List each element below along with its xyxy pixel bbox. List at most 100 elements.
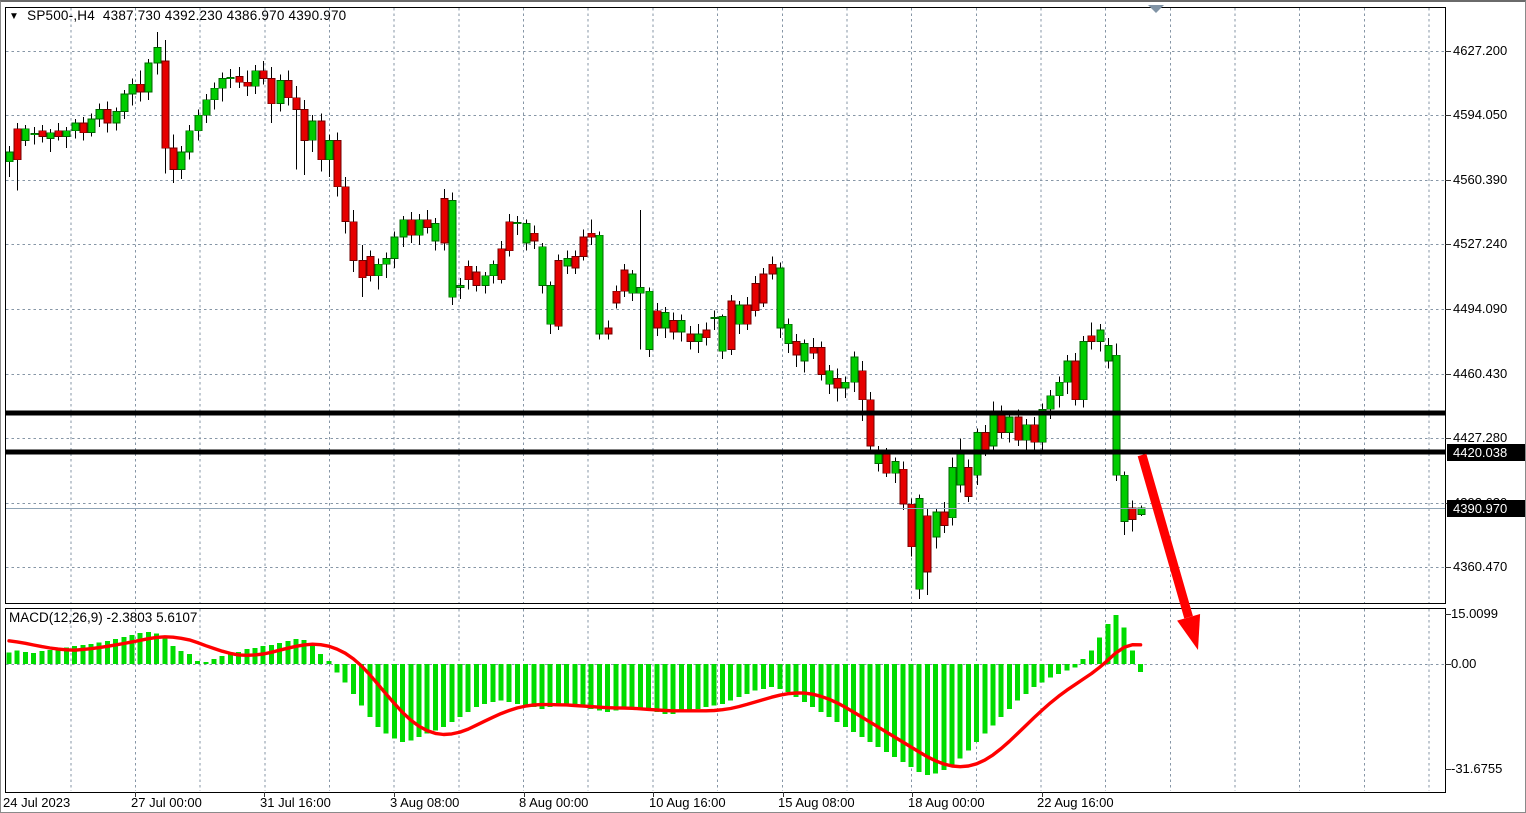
macd-histogram-bar [514, 664, 520, 704]
candle-bull [825, 370, 834, 385]
candle-bull [1063, 360, 1072, 383]
candle-bear [792, 341, 801, 356]
macd-histogram-bar [22, 652, 28, 664]
price-axis-label: 4527.240 [1453, 236, 1508, 251]
candle-bull [415, 219, 424, 236]
macd-histogram-bar [1129, 650, 1135, 664]
candle-bear [669, 319, 678, 333]
candle-bull [62, 130, 71, 137]
macd-histogram-bar [1023, 664, 1029, 694]
macd-histogram-bar [605, 664, 611, 713]
candle-bull [153, 47, 162, 64]
candle-bear [981, 432, 990, 451]
candle-bear [243, 81, 252, 87]
candle-bull [210, 87, 219, 101]
macd-histogram-bar [375, 664, 381, 728]
macd-histogram-bar [736, 664, 742, 698]
candle-bear [882, 453, 891, 474]
candle-bull [276, 80, 285, 105]
macd-histogram-bar [637, 664, 643, 709]
candle-bear [464, 265, 473, 281]
candle-bear [235, 76, 244, 83]
candle-bear [38, 130, 47, 137]
macd-histogram-bar [1113, 614, 1119, 664]
candle-bull [841, 381, 850, 389]
candle-bear [317, 120, 326, 161]
candle-bear [169, 147, 178, 170]
candle-bull [677, 319, 686, 333]
candle-bull [915, 497, 924, 590]
macd-histogram-bar [400, 664, 406, 743]
candle-bear [259, 70, 268, 79]
time-axis-label: 8 Aug 00:00 [519, 795, 589, 810]
candle-bull [710, 316, 719, 319]
candle-bear [727, 300, 736, 350]
macd-histogram-bar [900, 664, 906, 762]
macd-histogram-bar [933, 664, 939, 774]
macd-histogram-bar [55, 649, 61, 664]
candle-bear [866, 399, 875, 447]
macd-histogram-bar [777, 664, 783, 689]
candle-bull [456, 285, 465, 288]
price-axis-label: 4560.390 [1453, 172, 1508, 187]
macd-histogram-bar [63, 647, 69, 664]
candle-bear [1128, 507, 1137, 521]
price-axis-label: 4494.090 [1453, 301, 1508, 316]
candle-bull [1022, 424, 1031, 441]
candle-bear [267, 78, 276, 105]
candle-bear [858, 370, 867, 401]
trend-arrow-head[interactable] [1177, 614, 1201, 650]
candle-bull [325, 139, 334, 161]
candle-bull [382, 257, 391, 265]
macd-histogram-bar [203, 662, 209, 664]
macd-histogram-bar [326, 661, 332, 664]
candle-bear [1071, 360, 1080, 401]
macd-histogram-bar [137, 633, 143, 664]
candle-bear [587, 232, 596, 238]
candle-bull [177, 151, 186, 170]
candle-bull [636, 287, 645, 294]
candle-bear [759, 273, 768, 304]
macd-histogram-bar [801, 664, 807, 703]
candle-bear [907, 503, 916, 548]
candle-bear [423, 219, 432, 228]
macd-histogram-bar [104, 641, 110, 664]
macd-histogram-bar [342, 664, 348, 683]
candle-bear [579, 236, 588, 257]
candle-bull [891, 461, 900, 474]
macd-histogram-bar [555, 664, 561, 706]
macd-histogram-bar [277, 643, 283, 664]
macd-histogram-bar [687, 664, 693, 711]
macd-histogram-bar [408, 664, 414, 741]
macd-histogram-bar [769, 664, 775, 688]
macd-histogram-bar [785, 664, 791, 693]
symbol-dropdown-icon[interactable]: ▼ [9, 11, 20, 22]
candle-bull [538, 246, 547, 286]
macd-histogram-bar [268, 645, 274, 664]
time-axis-label: 27 Jul 00:00 [131, 795, 202, 810]
macd-histogram-bar [965, 664, 971, 751]
macd-histogram-bar [170, 646, 176, 664]
macd-histogram-bar [113, 639, 119, 664]
candle-bull [800, 343, 809, 362]
macd-histogram-bar [318, 654, 324, 664]
macd-histogram-bar [703, 664, 709, 708]
trend-arrow-shaft[interactable] [1137, 453, 1193, 619]
candle-bear [54, 130, 63, 137]
macd-histogram-bar [96, 642, 102, 664]
macd-axis-label: 15.0099 [1451, 606, 1498, 621]
macd-histogram-bar [539, 664, 545, 709]
macd-histogram-bar [31, 653, 37, 664]
macd-histogram-bar [588, 664, 594, 709]
macd-histogram-bar [449, 664, 455, 723]
candle-bull [1079, 341, 1088, 401]
macd-histogram-bar [88, 644, 94, 664]
macd-histogram-bar [1088, 650, 1094, 664]
macd-histogram-bar [662, 664, 668, 714]
time-axis-label: 22 Aug 16:00 [1037, 795, 1114, 810]
candle-bear [702, 329, 711, 339]
macd-histogram-bar [974, 664, 980, 743]
candle-bull [144, 62, 153, 93]
candle-bull [399, 219, 408, 238]
